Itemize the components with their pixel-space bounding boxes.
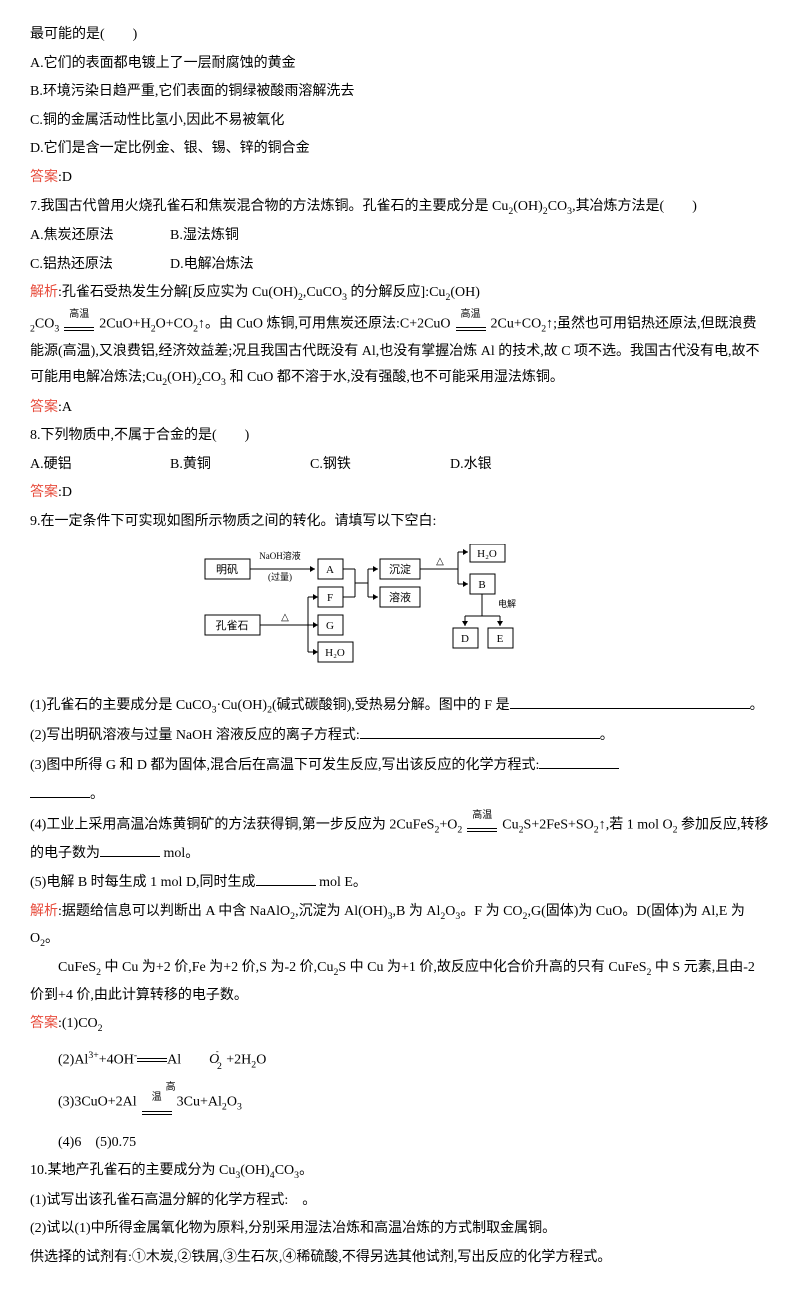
q9-answer-3: (3)3CuO+2Al高温3Cu+Al2O3 <box>30 1083 770 1122</box>
svg-text:H₂O: H₂O <box>325 647 345 659</box>
q9-answer-2: (2)Al3++4OH-AlO-2 +2H2O <box>30 1047 770 1075</box>
q10-p1: (1)试写出该孔雀石高温分解的化学方程式: 。 <box>30 1188 770 1215</box>
svg-text:△: △ <box>281 612 289 623</box>
q9-p3b: 。 <box>30 781 770 808</box>
svg-text:NaOH溶液: NaOH溶液 <box>259 550 301 561</box>
q9-explanation-2: CuFeS2 中 Cu 为+2 价,Fe 为+2 价,S 为-2 价,Cu2S … <box>30 955 770 1009</box>
svg-text:沉淀: 沉淀 <box>389 562 411 576</box>
q7-opts-row2: C.铝热还原法D.电解冶炼法 <box>30 252 770 279</box>
svg-text:B: B <box>478 579 485 591</box>
q10-p2: (2)试以(1)中所得金属氧化物为原料,分别采用湿法冶炼和高温冶炼的方式制取金属… <box>30 1216 770 1243</box>
answer-label: 答案 <box>30 1016 58 1031</box>
svg-text:G: G <box>326 620 334 632</box>
answer-label: 答案 <box>30 170 58 185</box>
q9-explanation-1: 解析:据题给信息可以判断出 A 中含 NaAlO2,沉淀为 Al(OH)3,B … <box>30 899 770 954</box>
answer-label: 答案 <box>30 400 58 415</box>
q9-answer-1: 答案:(1)CO2 <box>30 1011 770 1038</box>
q9-p2: (2)写出明矾溶液与过量 NaOH 溶液反应的离子方程式:。 <box>30 722 770 749</box>
answer-value: :D <box>58 485 72 500</box>
svg-text:溶液: 溶液 <box>389 590 411 604</box>
q9-stem: 9.在一定条件下可实现如图所示物质之间的转化。请填写以下空白: <box>30 509 770 536</box>
answer-label: 答案 <box>30 485 58 500</box>
reaction-arrow: 高温 <box>462 811 502 840</box>
blank-input[interactable] <box>100 840 160 857</box>
q7-explanation-2: 2CO3高温2CuO+H2O+CO2↑。由 CuO 炼铜,可用焦炭还原法:C+2… <box>30 310 770 393</box>
svg-text:A: A <box>326 564 334 576</box>
q6-stem: 最可能的是( ) <box>30 22 770 49</box>
svg-text:电解: 电解 <box>498 598 516 609</box>
flowchart-svg: 明矾 NaOH溶液 (过量) A F G 孔雀石 △ H₂O <box>200 544 600 674</box>
q9-diagram: 明矾 NaOH溶液 (过量) A F G 孔雀石 △ H₂O <box>30 544 770 685</box>
q9-p3: (3)图中所得 G 和 D 都为固体,混合后在高温下可发生反应,写出该反应的化学… <box>30 752 770 779</box>
blank-input[interactable] <box>30 781 90 798</box>
q7-explanation-1: 解析:孔雀石受热发生分解[反应实为 Cu(OH)2,CuCO3 的分解反应]:C… <box>30 280 770 307</box>
explain-label: 解析 <box>30 285 58 300</box>
blank-input[interactable] <box>539 752 619 769</box>
reaction-arrow: 高温 <box>59 310 99 339</box>
svg-text:D: D <box>461 633 469 645</box>
q6-opt-d: D.它们是含一定比例金、银、锡、锌的铜合金 <box>30 136 770 163</box>
q9-answer-4: (4)6 (5)0.75 <box>30 1130 770 1157</box>
svg-text:明矾: 明矾 <box>216 563 238 576</box>
svg-text:E: E <box>497 633 504 645</box>
reaction-arrow: 高温 <box>137 1083 177 1122</box>
q10-stem: 10.某地产孔雀石的主要成分为 Cu3(OH)4CO3。 <box>30 1158 770 1185</box>
q7-opts-row1: A.焦炭还原法B.湿法炼铜 <box>30 223 770 250</box>
answer-value: :D <box>58 170 72 185</box>
q8-opts: A.硬铝B.黄铜C.钢铁D.水银 <box>30 452 770 479</box>
svg-text:孔雀石: 孔雀石 <box>216 619 249 632</box>
svg-text:(过量): (过量) <box>268 571 292 582</box>
q8-stem: 8.下列物质中,不属于合金的是( ) <box>30 423 770 450</box>
q9-p1: (1)孔雀石的主要成分是 CuCO3·Cu(OH)2(碱式碳酸铜),受热易分解。… <box>30 692 770 720</box>
q6-opt-b: B.环境污染日趋严重,它们表面的铜绿被酸雨溶解洗去 <box>30 79 770 106</box>
explain-label: 解析 <box>30 904 58 919</box>
q10-p3: 供选择的试剂有:①木炭,②铁屑,③生石灰,④稀硫酸,不得另选其他试剂,写出反应的… <box>30 1245 770 1272</box>
q7-stem: 7.我国古代曾用火烧孔雀石和焦炭混合物的方法炼铜。孔雀石的主要成分是 Cu2(O… <box>30 194 770 221</box>
reaction-arrow: 高温 <box>451 310 491 339</box>
answer-value: :A <box>58 400 72 415</box>
q7-answer: 答案:A <box>30 395 770 422</box>
blank-input[interactable] <box>510 692 750 709</box>
equals-line <box>137 1058 167 1062</box>
q6-opt-c: C.铜的金属活动性比氢小,因此不易被氧化 <box>30 108 770 135</box>
q6-answer: 答案:D <box>30 165 770 192</box>
blank-input[interactable] <box>256 869 316 886</box>
svg-text:H₂O: H₂O <box>477 548 497 560</box>
svg-text:△: △ <box>436 556 444 567</box>
q6-opt-a: A.它们的表面都电镀上了一层耐腐蚀的黄金 <box>30 51 770 78</box>
q9-p4: (4)工业上采用高温冶炼黄铜矿的方法获得铜,第一步反应为 2CuFeS2+O2高… <box>30 811 770 868</box>
q8-answer: 答案:D <box>30 480 770 507</box>
blank-input[interactable] <box>360 722 600 739</box>
q9-p5: (5)电解 B 时每生成 1 mol D,同时生成 mol E。 <box>30 869 770 896</box>
svg-text:F: F <box>327 592 333 604</box>
